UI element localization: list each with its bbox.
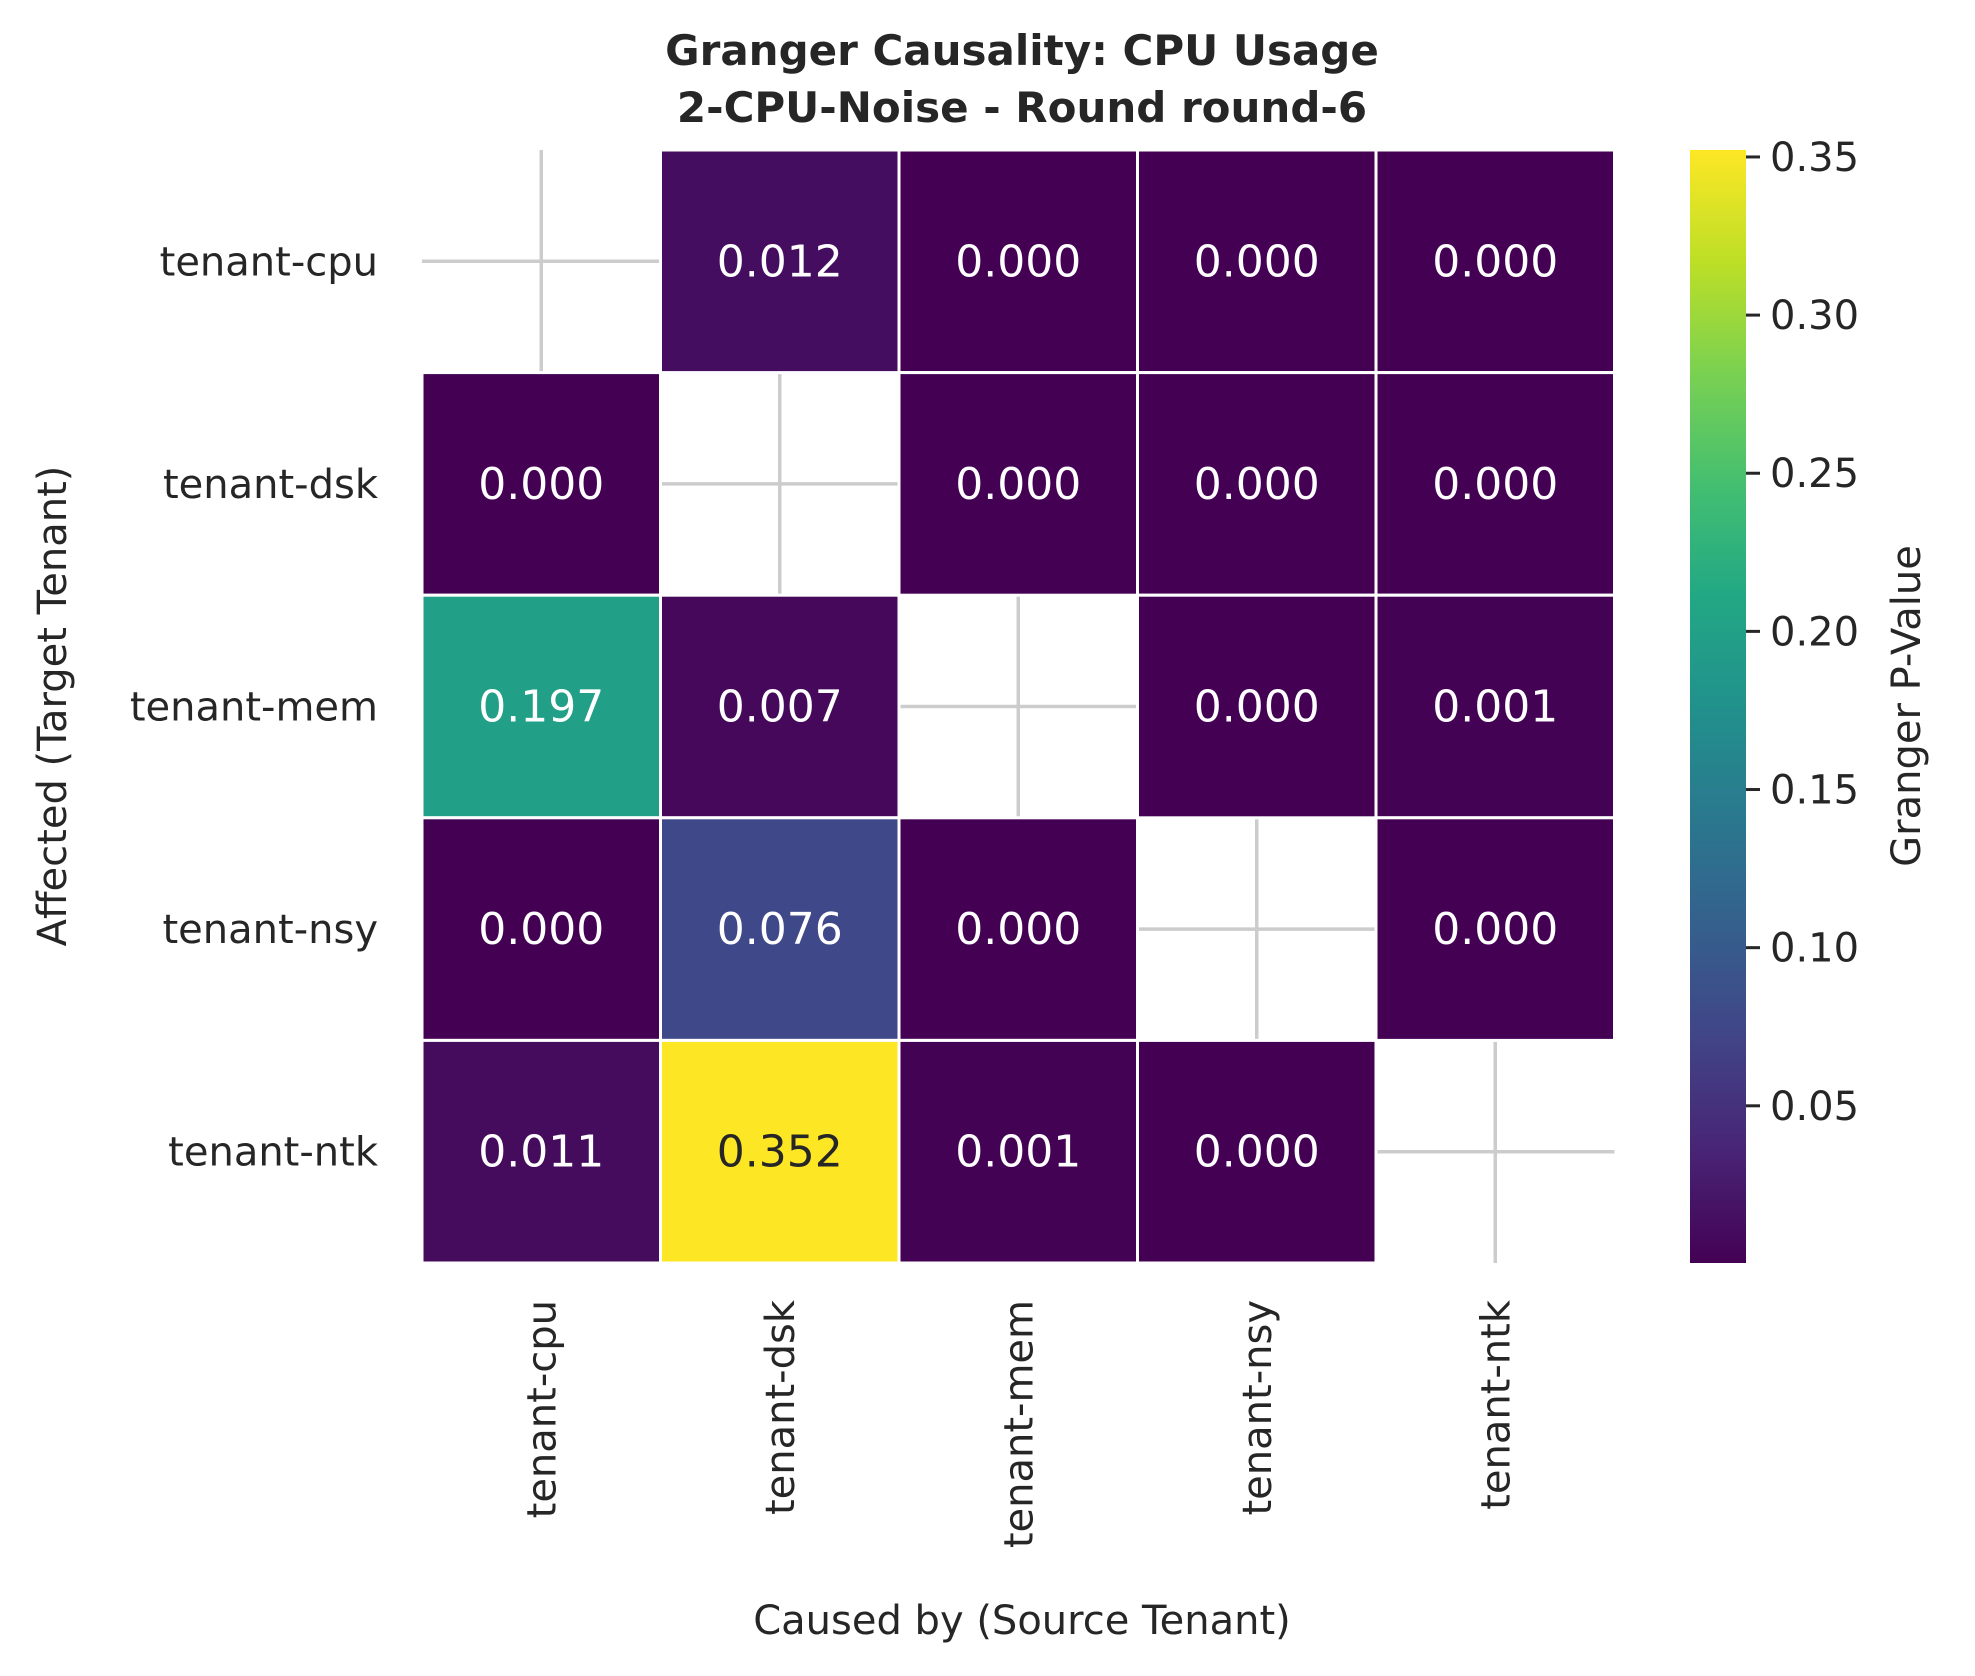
cell-value-labels: 0.012 0.000 0.000 0.000 0.000 0.000 0.000 0.000…: [478, 236, 1558, 1177]
colorbar-ticks: 0.05 0.10 0.15 0.20 0.25 0.30 0.35: [1746, 135, 1859, 1130]
heatmap-cell: [1374, 371, 1616, 597]
colorbar-tick-label: 0.05: [1770, 1084, 1859, 1130]
cell-value-label: 0.012: [717, 236, 843, 287]
cell-value-label: 0.007: [717, 682, 843, 733]
y-tick-label: tenant-dsk: [163, 462, 379, 508]
heatmap-cell: [420, 593, 662, 820]
heatmap-cell: [897, 816, 1139, 1042]
cell-value-label: 0.000: [955, 459, 1081, 510]
heatmap-cell: [659, 593, 901, 820]
cell-value-label: 0.352: [717, 1127, 843, 1178]
colorbar-tick-label: 0.10: [1770, 926, 1859, 972]
cell-value-label: 0.000: [1194, 459, 1320, 510]
heatmap-cell: [1374, 816, 1616, 1042]
colorbar-tick-label: 0.20: [1770, 609, 1859, 655]
y-tick-label: tenant-ntk: [168, 1130, 379, 1176]
x-tick-label: tenant-cpu: [519, 1300, 565, 1518]
chart-title: Granger Causality: CPU Usage: [665, 26, 1379, 75]
y-tick-label: tenant-mem: [130, 685, 378, 731]
y-tick-labels: tenant-cpu tenant-dsk tenant-mem tenant-nsy…: [130, 239, 379, 1175]
x-tick-label: tenant-dsk: [758, 1299, 804, 1515]
cell-value-label: 0.000: [955, 236, 1081, 287]
cell-value-label: 0.000: [1432, 236, 1558, 287]
heatmap-cell: [420, 1038, 662, 1265]
heatmap-cell: [897, 1038, 1139, 1265]
cell-value-label: 0.000: [1194, 1127, 1320, 1178]
heatmap-cell: [897, 148, 1139, 375]
y-axis-label: Affected (Target Tenant): [30, 466, 76, 947]
x-axis-label: Caused by (Source Tenant): [753, 1598, 1291, 1644]
chart-subtitle: 2-CPU-Noise - Round round-6: [677, 83, 1367, 132]
heatmap-cell: [897, 371, 1139, 597]
heatmap-cells: [420, 148, 1616, 1265]
x-tick-label: tenant-mem: [996, 1300, 1042, 1548]
colorbar-tick-label: 0.30: [1770, 293, 1859, 339]
cell-value-label: 0.011: [478, 1127, 604, 1178]
heatmap-cell: [1136, 371, 1378, 597]
cell-value-label: 0.000: [478, 904, 604, 955]
x-tick-labels: tenant-cpu tenant-dsk tenant-mem tenant-nsy…: [519, 1299, 1519, 1548]
colorbar: [1690, 150, 1746, 1263]
cell-value-label: 0.001: [1432, 682, 1558, 733]
cell-value-label: 0.076: [717, 904, 843, 955]
y-tick-label: tenant-cpu: [160, 239, 378, 285]
heatmap-cell: [420, 371, 662, 597]
cell-value-label: 0.000: [1194, 236, 1320, 287]
cell-value-label: 0.000: [1432, 459, 1558, 510]
colorbar-tick-label: 0.35: [1770, 135, 1859, 181]
cell-value-label: 0.000: [955, 904, 1081, 955]
cell-value-label: 0.000: [478, 459, 604, 510]
x-tick-label: tenant-ntk: [1473, 1299, 1519, 1510]
heatmap-cell: [420, 816, 662, 1042]
x-tick-label: tenant-nsy: [1235, 1300, 1281, 1516]
cell-value-label: 0.197: [478, 682, 604, 733]
heatmap-cell: [1136, 593, 1378, 820]
heatmap-cell: [1374, 148, 1616, 375]
colorbar-label: Granger P-Value: [1884, 545, 1930, 867]
y-tick-label: tenant-nsy: [163, 907, 379, 953]
cell-value-label: 0.001: [955, 1127, 1081, 1178]
heatmap-cell: [1374, 593, 1616, 820]
heatmap-cell: [659, 1038, 901, 1265]
heatmap-cell: [1136, 1038, 1378, 1265]
cell-value-label: 0.000: [1432, 904, 1558, 955]
colorbar-tick-label: 0.25: [1770, 451, 1859, 497]
heatmap-cell: [659, 816, 901, 1042]
cell-value-label: 0.000: [1194, 682, 1320, 733]
colorbar-tick-label: 0.15: [1770, 768, 1859, 814]
